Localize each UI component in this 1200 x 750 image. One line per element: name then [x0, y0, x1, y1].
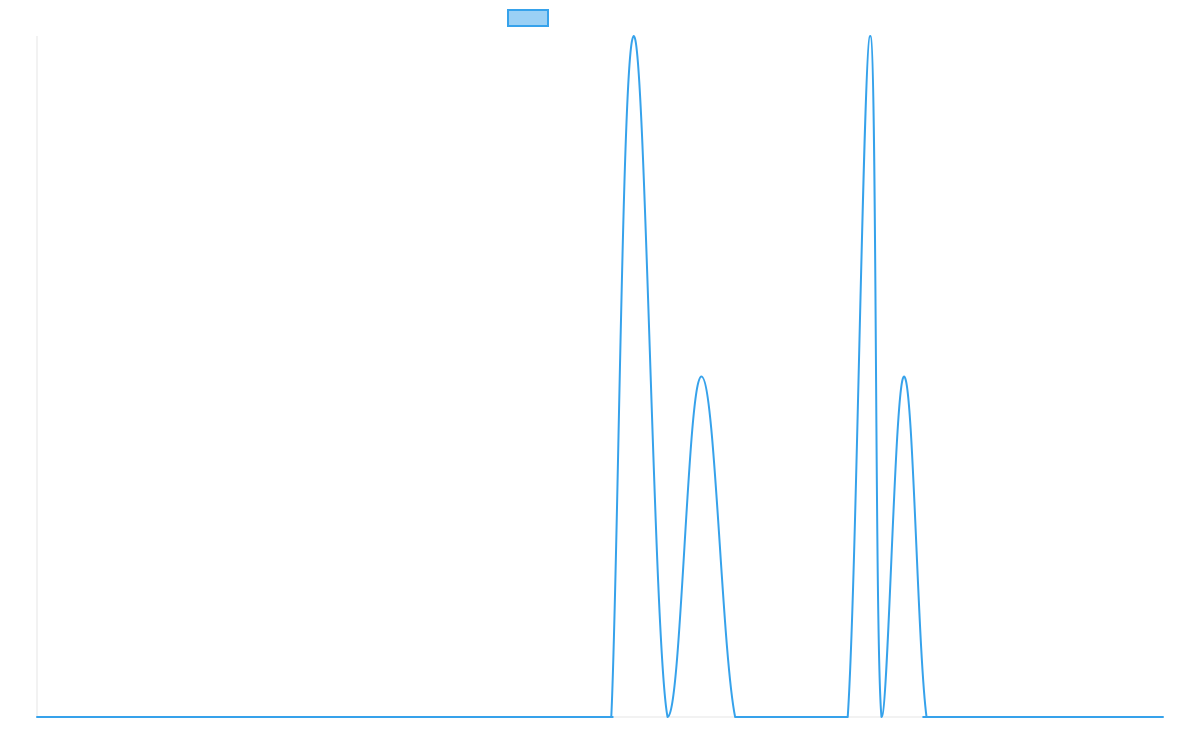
series-line-0 [36, 35, 1164, 719]
legend-swatch[interactable] [507, 9, 549, 27]
legend[interactable] [507, 9, 549, 27]
series-layer [36, 35, 1164, 719]
